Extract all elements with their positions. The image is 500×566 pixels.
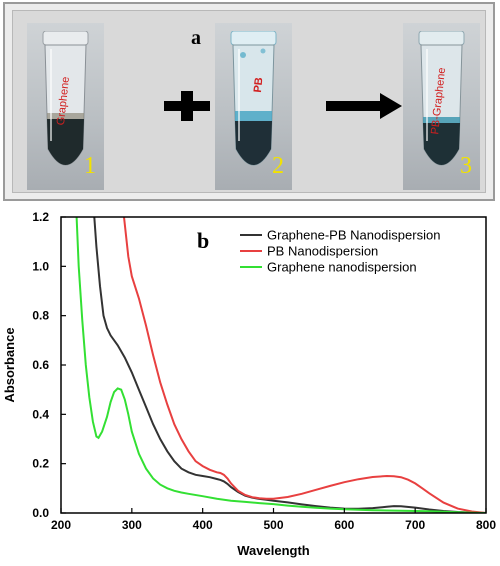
y-tick-label: 0.0 (32, 506, 49, 520)
series-line-2 (123, 217, 486, 513)
x-tick-label: 400 (193, 518, 213, 532)
x-tick-label: 500 (263, 518, 283, 532)
photo-panel: Graphene 1 PB 2 (3, 2, 495, 201)
x-tick-label: 700 (405, 518, 425, 532)
tube-2-icon (230, 31, 277, 166)
absorbance-chart: 200 300 400 500 600 700 800 0.0 0.2 0.4 0.6 0.8 1.0 1… (2, 210, 496, 558)
right-arrow-icon (326, 93, 402, 119)
y-tick-label: 0.6 (32, 358, 49, 372)
x-tick-label: 600 (334, 518, 354, 532)
absorbance-chart-panel: 200 300 400 500 600 700 800 0.0 0.2 0.4 0.6 0.8 1.0 1… (0, 205, 500, 566)
y-tick-label: 1.2 (32, 210, 49, 224)
y-tick-label: 0.2 (32, 457, 49, 471)
panel-a-label: a (191, 27, 201, 49)
tube-photo-1: Graphene 1 (27, 23, 104, 190)
series-line-1 (93, 217, 486, 513)
y-axis-title: Absorbance (2, 327, 17, 402)
y-tick-label: 0.8 (32, 309, 49, 323)
x-tick-label: 800 (476, 518, 496, 532)
photo-panel-inner: Graphene 1 PB 2 (12, 10, 486, 193)
tube-3-number: 3 (460, 153, 472, 179)
x-tick-label: 300 (122, 518, 142, 532)
x-axis-title: Wavelength (237, 543, 310, 558)
tube-1-icon (42, 31, 89, 166)
tube-photo-2: PB 2 (215, 23, 292, 190)
panel-b-label: b (197, 228, 210, 253)
plus-icon (164, 91, 210, 121)
legend-entry-2: PB Nanodispersion (267, 244, 378, 259)
legend-entry-3: Graphene nanodispersion (267, 260, 417, 275)
legend-entry-1: Graphene-PB Nanodispersion (267, 228, 440, 243)
x-tick-label: 200 (51, 518, 71, 532)
series-line-3 (75, 217, 486, 513)
tube-3-icon (418, 31, 465, 166)
tube-photo-3: PB-Graphene 3 (403, 23, 480, 190)
tube-2-number: 2 (272, 153, 284, 179)
tube-2-label: PB (251, 76, 266, 94)
y-tick-label: 0.4 (32, 407, 49, 421)
tube-1-number: 1 (84, 153, 96, 179)
y-tick-label: 1.0 (32, 259, 49, 273)
